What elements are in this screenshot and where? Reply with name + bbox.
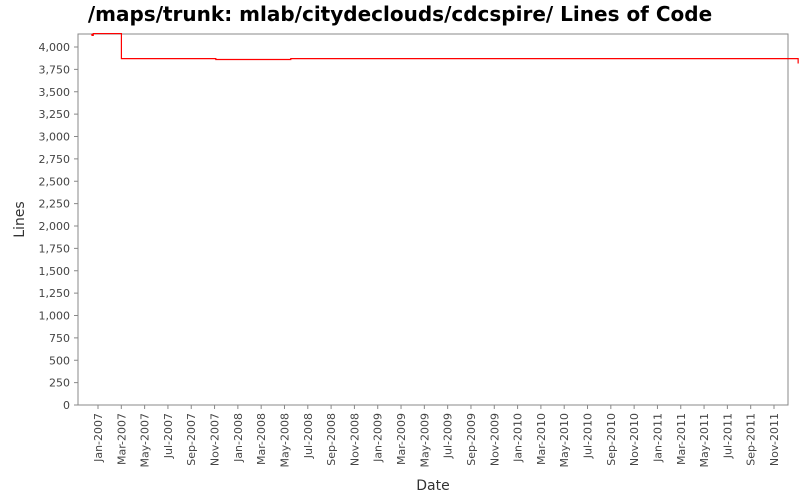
y-tick-label: 1,250 [39,287,71,300]
x-tick-label: Mar-2010 [535,413,548,465]
y-tick-label: 2,750 [39,153,71,166]
x-tick-label: Mar-2007 [115,413,128,465]
x-tick-label: Sep-2008 [325,413,338,466]
x-tick-label: May-2011 [698,413,711,468]
x-tick-label: Jan-2009 [372,413,385,463]
x-tick-label: Sep-2010 [605,413,618,466]
x-tick-label: Sep-2007 [185,413,198,466]
x-tick-label: May-2008 [278,413,291,468]
y-tick-label: 500 [49,354,70,367]
y-tick-label: 1,750 [39,242,71,255]
x-tick-label: May-2007 [139,413,152,468]
x-tick-label: Jul-2009 [442,413,455,459]
x-tick-label: Nov-2010 [628,413,641,466]
y-tick-label: 0 [63,399,70,412]
y-tick-label: 3,250 [39,108,71,121]
x-tick-label: Mar-2009 [395,413,408,465]
x-tick-label: Jul-2007 [162,413,175,459]
y-tick-label: 2,500 [39,175,71,188]
x-tick-label: Nov-2011 [768,413,781,466]
x-tick-label: Jul-2008 [302,413,315,459]
series-line [91,32,799,64]
y-tick-label: 2,250 [39,198,71,211]
x-tick-label: Nov-2008 [348,413,361,466]
y-tick-label: 2,000 [39,220,71,233]
x-tick-label: Jan-2011 [651,413,664,463]
x-axis-label: Date [416,478,449,494]
x-tick-label: Sep-2011 [745,413,758,466]
plot-area [77,33,789,406]
x-tick-label: Mar-2008 [255,413,268,465]
x-tick-label: Jul-2010 [582,413,595,459]
y-tick-label: 4,000 [39,41,71,54]
y-tick-label: 250 [49,377,70,390]
x-tick-label: Nov-2009 [488,413,501,466]
x-tick-label: Jan-2007 [92,413,105,463]
x-tick-label: May-2010 [558,413,571,468]
x-tick-label: May-2009 [418,413,431,468]
x-tick-label: Sep-2009 [465,413,478,466]
x-tick-label: Jan-2008 [232,413,245,463]
x-tick-label: Jul-2011 [721,413,734,459]
y-tick-label: 3,000 [39,131,71,144]
y-tick-label: 1,000 [39,310,71,323]
x-tick-label: Jan-2010 [512,413,525,463]
x-tick-label: Mar-2011 [675,413,688,465]
y-tick-label: 750 [49,332,70,345]
y-tick-label: 3,750 [39,63,71,76]
chart-title: /maps/trunk: mlab/citydeclouds/cdcspire/… [87,2,713,26]
y-axis-label: Lines [12,201,28,237]
y-tick-label: 3,500 [39,86,71,99]
x-tick-label: Nov-2007 [209,413,222,466]
y-tick-label: 1,500 [39,265,71,278]
